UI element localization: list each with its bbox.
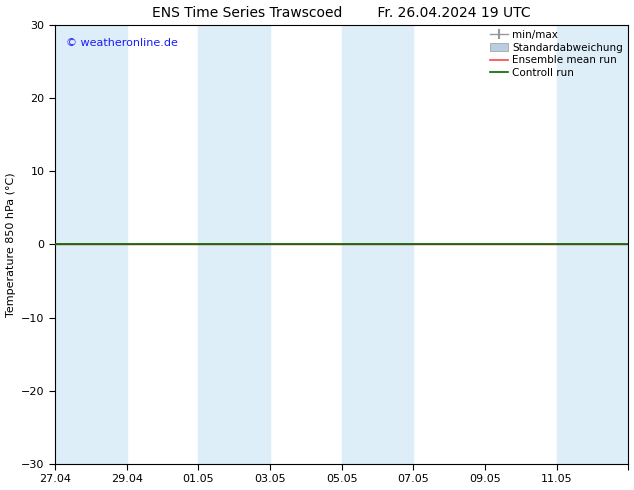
Bar (342, 25, 413, 464)
Bar (198, 25, 270, 464)
Y-axis label: Temperature 850 hPa (°C): Temperature 850 hPa (°C) (6, 172, 16, 317)
Text: © weatheronline.de: © weatheronline.de (67, 38, 178, 48)
Bar (55, 25, 127, 464)
Bar (557, 25, 628, 464)
Title: ENS Time Series Trawscoed        Fr. 26.04.2024 19 UTC: ENS Time Series Trawscoed Fr. 26.04.2024… (152, 5, 531, 20)
Legend: min/max, Standardabweichung, Ensemble mean run, Controll run: min/max, Standardabweichung, Ensemble me… (488, 28, 625, 80)
